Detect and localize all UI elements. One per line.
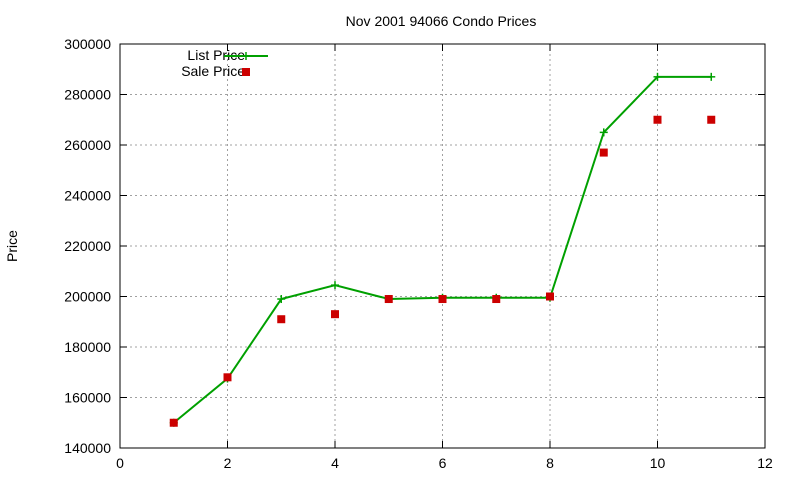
y-tick-label: 160000 — [64, 390, 111, 406]
y-tick-label: 260000 — [64, 137, 111, 153]
sale-price-point — [438, 295, 447, 304]
y-tick-label: 200000 — [64, 289, 111, 305]
sale-price-point — [653, 115, 662, 124]
x-tick-label: 4 — [331, 455, 339, 471]
y-tick-label: 140000 — [64, 440, 111, 456]
y-tick-label: 220000 — [64, 238, 111, 254]
list-price-point — [599, 128, 608, 137]
axes: 0 2 4 6 8 10 12 140000 160000 180000 200000 220000 2… — [64, 36, 773, 471]
legend-label-list-price: List Price — [187, 47, 245, 63]
sale-price-point — [169, 418, 178, 427]
sale-price-point — [492, 295, 501, 304]
y-tick-label: 300000 — [64, 36, 111, 52]
list-price-point — [277, 295, 286, 304]
sale-price-point — [599, 148, 608, 157]
data-series — [169, 72, 716, 427]
list-price-point — [331, 281, 339, 290]
y-axis-label: Price — [4, 230, 20, 262]
x-tick-label: 10 — [650, 455, 666, 471]
y-tick-label: 280000 — [64, 87, 111, 103]
legend-marker-sale-price — [242, 68, 250, 76]
list-price-point — [653, 72, 662, 81]
x-tick-label: 2 — [224, 455, 232, 471]
sale-price-point — [546, 292, 554, 301]
y-tick-label: 240000 — [64, 188, 111, 204]
chart-title: Nov 2001 94066 Condo Prices — [346, 13, 537, 29]
sale-price-point — [707, 115, 716, 124]
list-price-point — [707, 72, 716, 81]
x-tick-label: 6 — [439, 455, 447, 471]
sale-price-point — [277, 315, 286, 324]
sale-price-point — [331, 310, 339, 319]
x-tick-label: 8 — [546, 455, 554, 471]
sale-price-point — [223, 373, 232, 382]
x-tick-label: 12 — [757, 455, 773, 471]
legend-label-sale-price: Sale Price — [181, 63, 245, 79]
x-tick-label: 0 — [116, 455, 124, 471]
sale-price-point — [384, 295, 393, 304]
y-tick-label: 180000 — [64, 339, 111, 355]
